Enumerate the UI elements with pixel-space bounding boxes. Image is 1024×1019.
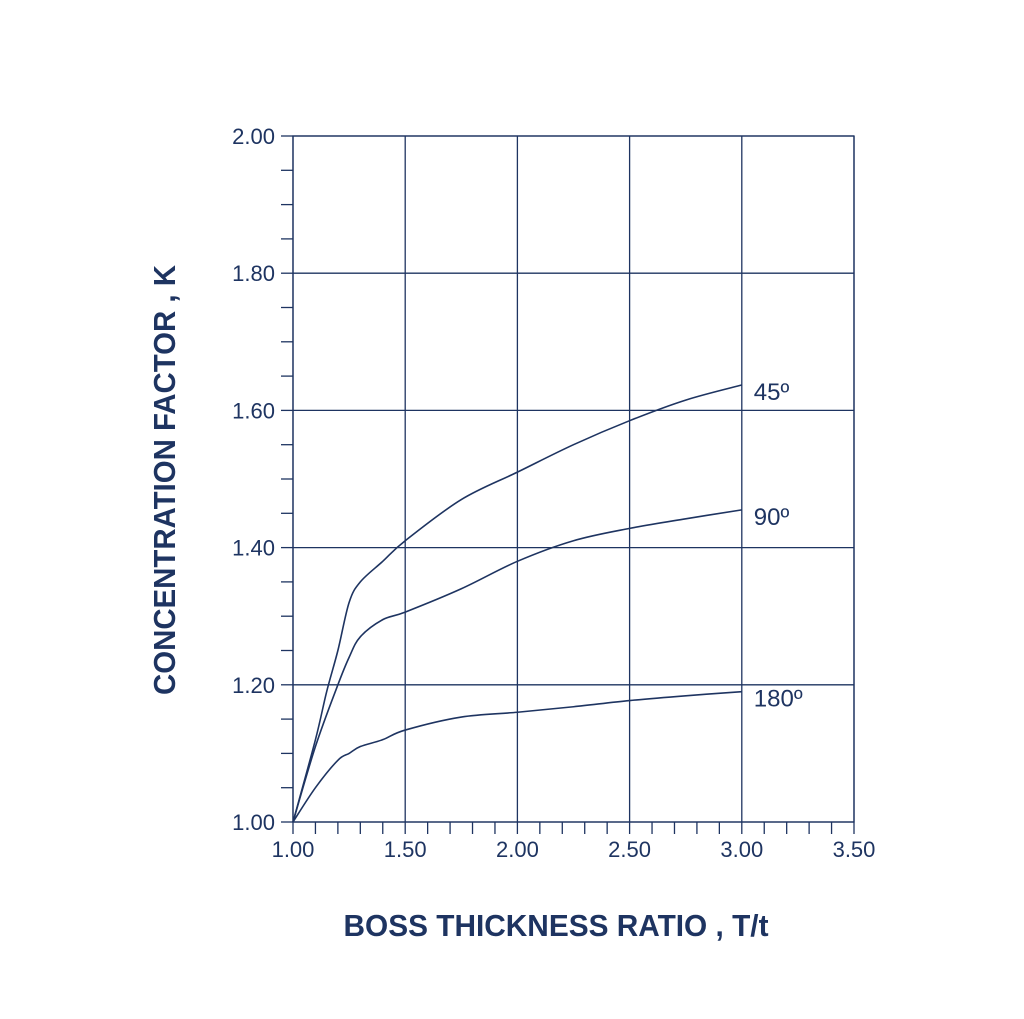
y-tick-label: 1.20 (232, 673, 275, 698)
x-tick-label: 1.50 (384, 837, 427, 862)
y-tick-label: 1.00 (232, 810, 275, 835)
y-tick-label: 2.00 (232, 124, 275, 149)
grid (292, 135, 855, 823)
y-tick-label: 1.80 (232, 261, 275, 286)
x-tick-label: 2.00 (496, 837, 539, 862)
x-tick-label: 3.50 (833, 837, 876, 862)
series-label: 90º (754, 504, 790, 531)
y-axis-label: CONCENTRATION FACTOR , K (147, 264, 182, 695)
series-line-0 (292, 384, 743, 823)
y-tick-label: 1.60 (232, 398, 275, 423)
series-line-1 (292, 509, 742, 823)
y-tick-label: 1.40 (232, 536, 275, 561)
x-tick-label: 1.00 (272, 837, 315, 862)
series-line-2 (292, 690, 742, 823)
x-tick-label: 3.00 (720, 837, 763, 862)
series-label: 45º (754, 379, 790, 406)
x-tick-label: 2.50 (608, 837, 651, 862)
plot-frame (292, 135, 855, 823)
series-label: 180º (754, 686, 803, 713)
x-axis-label: BOSS THICKNESS RATIO , T/t (344, 908, 769, 943)
series: 45º 90º 180º (292, 379, 803, 823)
ticks: 1.00 1.50 2.00 2.50 3.00 3.50 1.00 1.20 1.40 1.60… (232, 124, 875, 862)
